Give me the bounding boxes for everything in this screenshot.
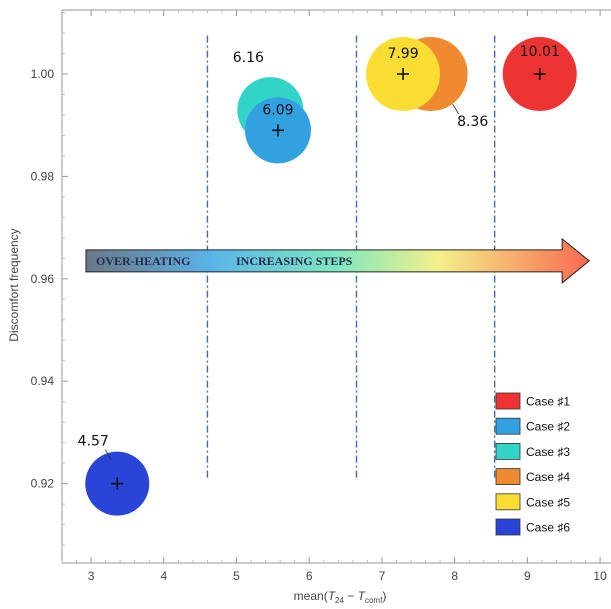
x-tick-label: 8	[451, 569, 458, 583]
legend-swatch-case-2	[495, 417, 521, 435]
x-axis-title: mean(T24 − Tcomf)	[294, 589, 387, 605]
legend-label-case-1: Case ♯1	[526, 395, 570, 409]
bubble-label-case-1: 10.01	[520, 44, 560, 60]
x-tick-label: 4	[160, 569, 167, 583]
x-axis-title-t1: T	[328, 589, 337, 603]
y-axis-title: Discomfort frequency	[7, 228, 21, 341]
x-axis-title-sub1: 24	[335, 596, 344, 605]
x-tick-label: 9	[524, 569, 531, 583]
x-tick-label: 10	[593, 569, 607, 583]
legend-swatch-case-3	[495, 442, 521, 460]
arrow-label-left: OVER-HEATING	[96, 254, 190, 268]
x-axis-title-minus: −	[344, 589, 358, 603]
legend-label-case-6: Case ♯6	[526, 521, 570, 535]
x-axis-title-suffix: )	[382, 589, 386, 603]
y-tick-label: 0.94	[31, 374, 55, 388]
leader-line-case-4	[452, 103, 460, 115]
arrow-shape	[85, 237, 590, 284]
legend-swatch-case-4	[495, 468, 521, 486]
x-tick-label: 3	[88, 569, 95, 583]
x-axis-title-t2: T	[358, 589, 367, 603]
x-axis-title-prefix: mean(	[294, 589, 328, 603]
leader-line-case-6	[104, 449, 112, 460]
arrow-label-right: INCREASING STEPS	[236, 254, 353, 268]
legend-swatch-case-1	[495, 392, 521, 410]
legend-swatch-case-5	[495, 493, 521, 511]
y-tick-label: 0.96	[31, 272, 55, 286]
bubble-label-case-2: 6.09	[262, 102, 293, 118]
x-tick-label: 6	[306, 569, 313, 583]
legend-label-case-2: Case ♯2	[526, 420, 570, 434]
y-tick-label: 0.92	[31, 477, 55, 491]
bubble-label-case-5: 7.99	[387, 46, 418, 62]
legend-swatch-case-6	[495, 518, 521, 536]
legend-label-case-4: Case ♯4	[526, 470, 570, 484]
x-tick-label: 7	[379, 569, 386, 583]
y-tick-label: 0.98	[31, 169, 55, 183]
bubble-label-case-4: 8.36	[457, 114, 488, 130]
overheating-arrow: OVER-HEATING INCREASING STEPS	[85, 237, 590, 284]
x-axis-title-sub2: comf	[365, 596, 383, 605]
bubble-label-case-3: 6.16	[233, 50, 264, 66]
legend: Case ♯1 Case ♯2 Case ♯3 Case ♯4 Case ♯5 Case …	[495, 392, 570, 536]
legend-label-case-5: Case ♯5	[526, 495, 570, 509]
legend-label-case-3: Case ♯3	[526, 445, 570, 459]
y-tick-label: 1.00	[31, 67, 55, 81]
bubble-label-case-6: 4.57	[78, 434, 109, 450]
x-tick-label: 5	[233, 569, 240, 583]
